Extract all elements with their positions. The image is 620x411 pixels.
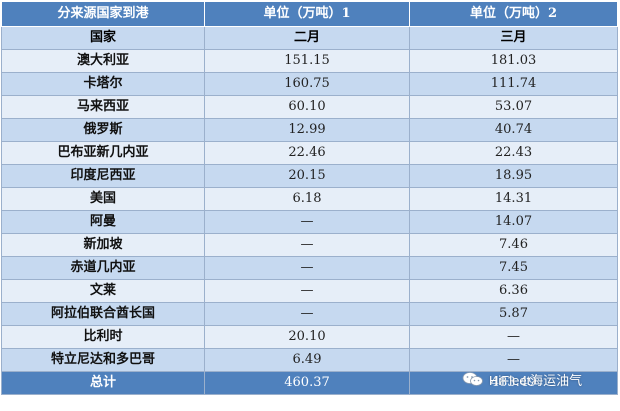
table-row: 澳大利亚 151.15 181.03 (1, 49, 618, 73)
february-value: 22.46 (204, 141, 410, 165)
march-value: — (409, 348, 618, 372)
country-cell: 特立尼达和多巴哥 (1, 348, 205, 372)
header-unit-1: 单位（万吨）1 (204, 1, 410, 27)
total-row: 总计 460.37 483.49 (1, 371, 618, 395)
february-value: 160.75 (204, 72, 410, 96)
table-row: 阿拉伯联合酋长国 — 5.87 (1, 302, 618, 326)
header-source-country: 分来源国家到港 (1, 1, 205, 27)
country-cell: 美国 (1, 187, 205, 211)
march-value: 7.45 (409, 256, 618, 280)
march-value: 111.74 (409, 72, 618, 96)
february-value: — (204, 256, 410, 280)
subheader-country: 国家 (1, 26, 205, 50)
country-cell: 巴布亚新几内亚 (1, 141, 205, 165)
wechat-icon (462, 371, 484, 387)
table-row: 赤道几内亚 — 7.45 (1, 256, 618, 280)
table-row: 新加坡 — 7.46 (1, 233, 618, 257)
table-row: 特立尼达和多巴哥 6.49 — (1, 348, 618, 372)
march-value: 7.46 (409, 233, 618, 257)
march-value: 22.43 (409, 141, 618, 165)
subheader-february: 二月 (204, 26, 410, 50)
table-row: 阿曼 — 14.07 (1, 210, 618, 234)
country-cell: 文莱 (1, 279, 205, 303)
table-row: 巴布亚新几内亚 22.46 22.43 (1, 141, 618, 165)
total-label: 总计 (1, 371, 205, 395)
table-header: 分来源国家到港 单位（万吨）1 单位（万吨）2 (1, 1, 618, 27)
february-value: 60.10 (204, 95, 410, 119)
february-value: 6.49 (204, 348, 410, 372)
table-body: 国家 二月 三月 澳大利亚 151.15 181.03 卡塔尔 160.75 1… (1, 26, 618, 395)
february-value: — (204, 302, 410, 326)
table-row: 印度尼西亚 20.15 18.95 (1, 164, 618, 188)
table-row: 卡塔尔 160.75 111.74 (1, 72, 618, 96)
country-cell: 阿拉伯联合酋长国 (1, 302, 205, 326)
country-cell: 赤道几内亚 (1, 256, 205, 280)
table-row: 美国 6.18 14.31 (1, 187, 618, 211)
march-value: 6.36 (409, 279, 618, 303)
march-value: 5.87 (409, 302, 618, 326)
total-march: 483.49 (409, 371, 618, 395)
country-cell: 印度尼西亚 (1, 164, 205, 188)
february-value: 12.99 (204, 118, 410, 142)
total-february: 460.37 (204, 371, 410, 395)
country-cell: 新加坡 (1, 233, 205, 257)
header-row: 分来源国家到港 单位（万吨）1 单位（万吨）2 (1, 1, 618, 27)
subheader-march: 三月 (409, 26, 618, 50)
march-value: 181.03 (409, 49, 618, 73)
february-value: 6.18 (204, 187, 410, 211)
watermark-text: HiFleet海运油气 (489, 372, 583, 388)
country-cell: 澳大利亚 (1, 49, 205, 73)
watermark: HiFleet海运油气 (462, 370, 616, 388)
march-value: 18.95 (409, 164, 618, 188)
lng-arrivals-table: 分来源国家到港 单位（万吨）1 单位（万吨）2 国家 二月 三月 澳大利亚 15… (1, 1, 618, 395)
country-cell: 马来西亚 (1, 95, 205, 119)
country-cell: 卡塔尔 (1, 72, 205, 96)
february-value: 151.15 (204, 49, 410, 73)
table-row: 马来西亚 60.10 53.07 (1, 95, 618, 119)
march-value: 53.07 (409, 95, 618, 119)
country-cell: 阿曼 (1, 210, 205, 234)
february-value: — (204, 210, 410, 234)
february-value: 20.10 (204, 325, 410, 349)
february-value: 20.15 (204, 164, 410, 188)
subheader-row: 国家 二月 三月 (1, 26, 618, 50)
march-value: 40.74 (409, 118, 618, 142)
march-value: — (409, 325, 618, 349)
header-unit-2: 单位（万吨）2 (409, 1, 618, 27)
march-value: 14.31 (409, 187, 618, 211)
february-value: — (204, 233, 410, 257)
country-cell: 俄罗斯 (1, 118, 205, 142)
table-row: 文莱 — 6.36 (1, 279, 618, 303)
march-value: 14.07 (409, 210, 618, 234)
country-cell: 比利时 (1, 325, 205, 349)
table-row: 比利时 20.10 — (1, 325, 618, 349)
table-row: 俄罗斯 12.99 40.74 (1, 118, 618, 142)
february-value: — (204, 279, 410, 303)
